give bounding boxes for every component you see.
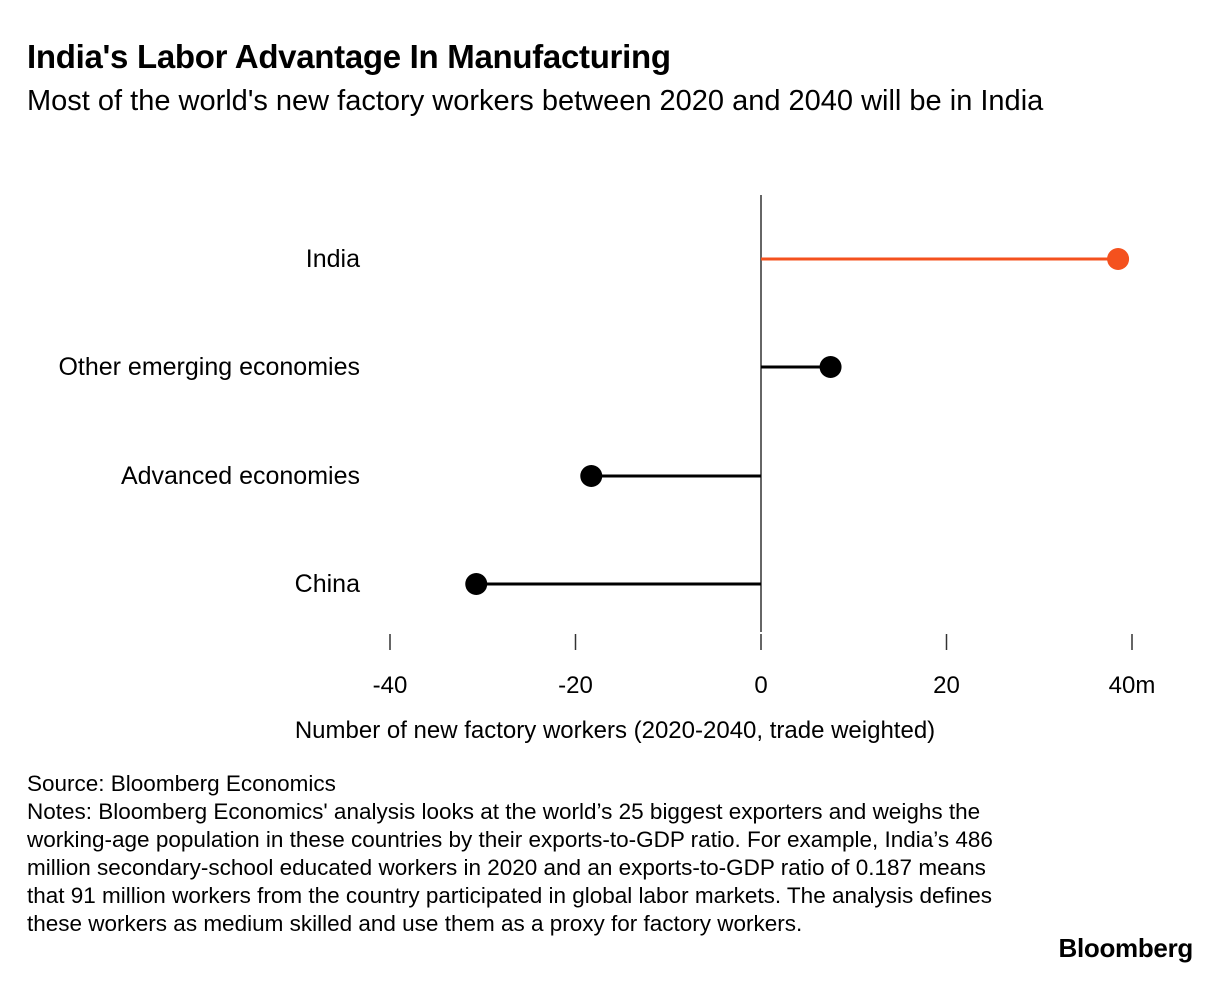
chart-marks: India Other emerging economies Advanced ec… bbox=[58, 195, 1155, 699]
lollipop-chart: India Other emerging economies Advanced ec… bbox=[58, 195, 1155, 744]
dot-other-emerging-economies bbox=[819, 356, 842, 378]
category-label-china: China bbox=[295, 570, 360, 598]
source-note: Source: Bloomberg Economics bbox=[27, 771, 336, 796]
x-tick-label-3: 20 bbox=[933, 672, 960, 699]
methodology-note: Notes: Bloomberg Economics' analysis loo… bbox=[27, 799, 993, 936]
x-tick-label-1: -20 bbox=[558, 672, 593, 699]
category-label-india: India bbox=[306, 245, 360, 273]
x-tick-label-4: 40m bbox=[1109, 672, 1156, 699]
category-label-other-emerging-economies: Other emerging economies bbox=[58, 353, 360, 381]
category-label-advanced-economies: Advanced economies bbox=[121, 462, 360, 490]
dot-india bbox=[1107, 248, 1130, 270]
chart-footer: Source: Bloomberg Economics Notes: Bloom… bbox=[27, 770, 1027, 938]
x-axis-title: Number of new factory workers (2020-2040… bbox=[295, 717, 935, 744]
x-tick-label-2: 0 bbox=[754, 672, 767, 699]
dot-advanced-economies bbox=[580, 465, 603, 487]
x-tick-label-0: -40 bbox=[373, 672, 408, 699]
dot-china bbox=[465, 573, 488, 595]
chart-subtitle: Most of the world's new factory workers … bbox=[27, 85, 1044, 117]
bloomberg-logo: Bloomberg bbox=[1058, 933, 1193, 963]
chart-title: India's Labor Advantage In Manufacturing bbox=[27, 38, 671, 75]
